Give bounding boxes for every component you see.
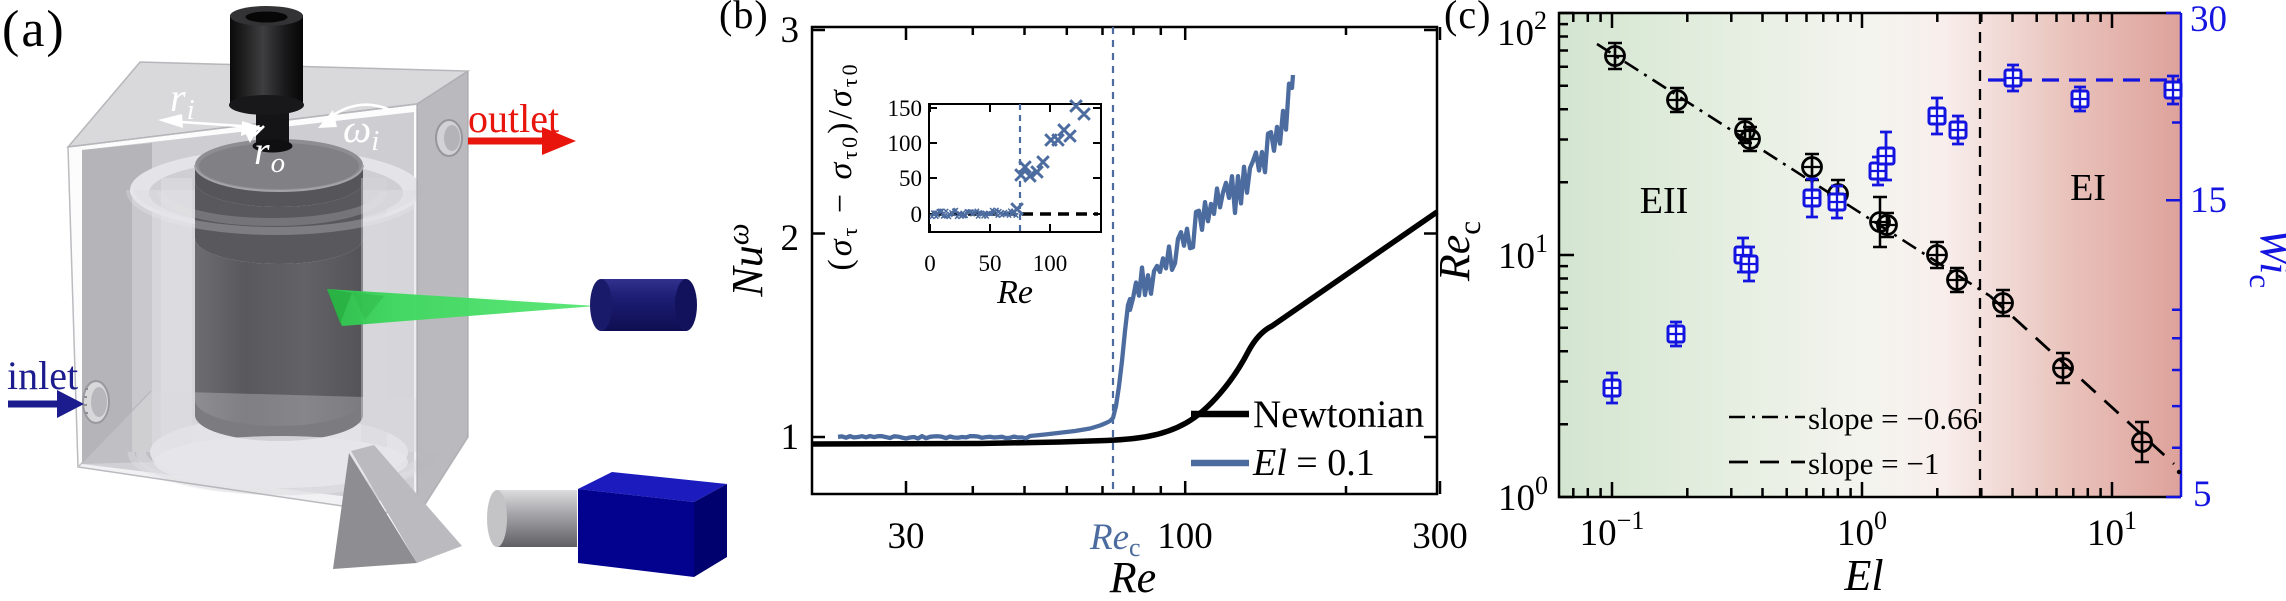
svg-text:100: 100 <box>888 131 923 156</box>
svg-text:0: 0 <box>924 251 936 276</box>
svg-text:outlet: outlet <box>468 96 559 141</box>
svg-text:15: 15 <box>2190 180 2227 221</box>
svg-text:(a): (a) <box>2 1 66 58</box>
svg-text:Rec: Rec <box>1430 221 1487 282</box>
svg-text:slope = −1: slope = −1 <box>1808 446 1939 481</box>
svg-text:100: 100 <box>1033 251 1068 276</box>
svg-text:slope = −0.66: slope = −0.66 <box>1808 401 1978 436</box>
svg-text:5: 5 <box>2193 474 2212 515</box>
svg-text:(c): (c) <box>1444 0 1491 37</box>
svg-text:El = 0.1: El = 0.1 <box>1252 442 1375 484</box>
svg-text:Re: Re <box>996 274 1033 311</box>
svg-text:100: 100 <box>1157 516 1213 557</box>
svg-text:300: 300 <box>1412 516 1468 557</box>
svg-text:50: 50 <box>899 166 922 191</box>
svg-text:El: El <box>1843 551 1883 600</box>
svg-text:50: 50 <box>979 251 1002 276</box>
svg-text:EI: EI <box>2070 167 2106 209</box>
svg-text:ro: ro <box>254 128 286 179</box>
svg-text:(b): (b) <box>719 0 769 37</box>
svg-text:Newtonian: Newtonian <box>1253 393 1424 436</box>
svg-text:EII: EII <box>1640 180 1689 222</box>
svg-text:30: 30 <box>888 516 925 557</box>
svg-text:150: 150 <box>888 96 923 121</box>
svg-text:2: 2 <box>781 218 800 259</box>
svg-text:30: 30 <box>2190 0 2227 40</box>
svg-text:1: 1 <box>781 417 800 458</box>
svg-text:(στ − στ0)/στ0: (στ − στ0)/στ0 <box>822 61 862 270</box>
svg-text:102: 102 <box>1497 6 1547 54</box>
svg-text:Re: Re <box>1109 553 1156 601</box>
svg-text:0: 0 <box>911 202 923 227</box>
svg-text:3: 3 <box>781 10 800 51</box>
svg-text:inlet: inlet <box>7 353 78 398</box>
